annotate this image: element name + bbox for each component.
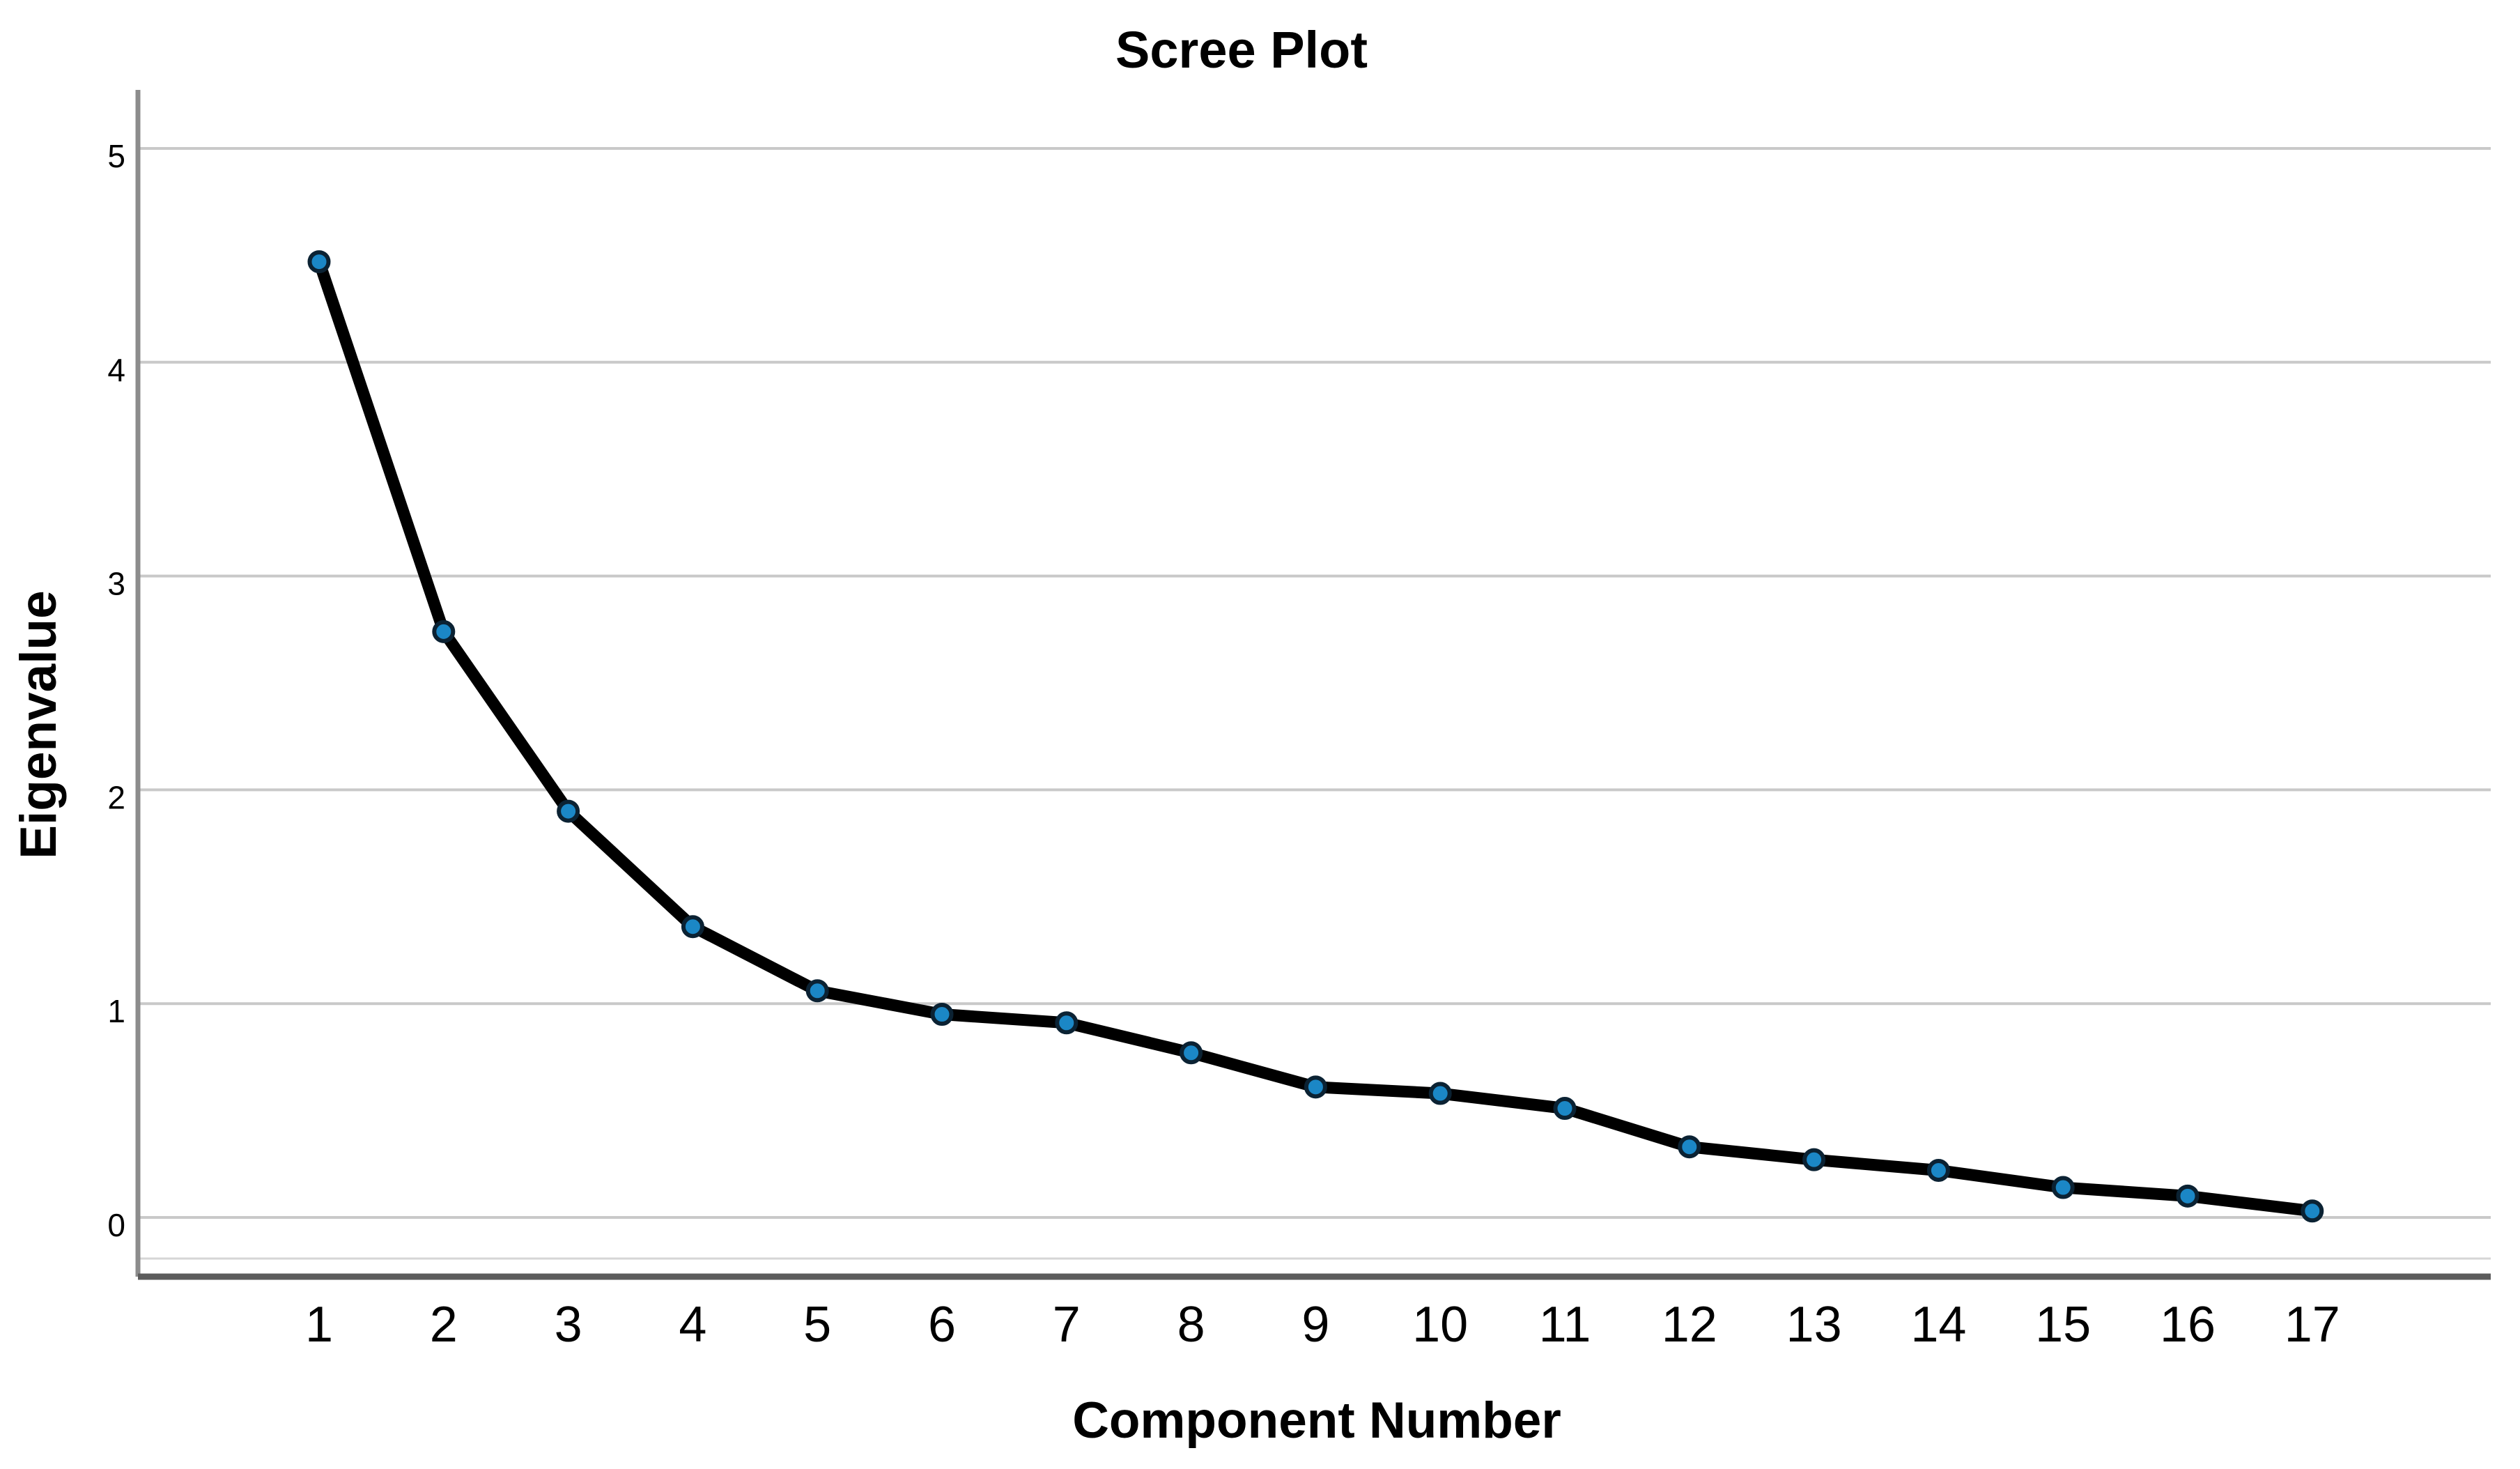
x-tick-label-13: 13 <box>1786 1297 1842 1353</box>
x-tick-label-1: 1 <box>305 1297 333 1353</box>
y-tick-label-1: 1 <box>107 993 125 1029</box>
data-point-1 <box>307 250 331 274</box>
x-axis-title: Component Number <box>1072 1392 1561 1449</box>
x-tick-labels: 1 2 3 4 5 6 7 8 9 10 11 12 13 14 15 16 17 <box>305 1297 2340 1353</box>
data-point-15 <box>2051 1176 2075 1199</box>
x-tick-label-12: 12 <box>1662 1297 1717 1353</box>
data-point-11 <box>1553 1097 1577 1121</box>
data-point-9 <box>1304 1075 1327 1099</box>
x-tick-label-10: 10 <box>1412 1297 1468 1353</box>
data-point-14 <box>1926 1159 1950 1183</box>
series-markers <box>307 250 2324 1223</box>
x-tick-label-14: 14 <box>1910 1297 1966 1353</box>
data-point-5 <box>805 979 829 1003</box>
eigenvalue-line <box>313 259 2313 1217</box>
x-tick-label-6: 6 <box>928 1297 956 1353</box>
data-point-2 <box>432 620 456 643</box>
data-point-3 <box>557 799 580 823</box>
series-line <box>313 259 2313 1217</box>
y-axis-title: Eigenvalue <box>10 590 67 859</box>
x-tick-label-11: 11 <box>1539 1297 1591 1353</box>
data-point-12 <box>1678 1135 1701 1159</box>
y-tick-label-5: 5 <box>107 138 125 174</box>
x-tick-label-7: 7 <box>1053 1297 1081 1353</box>
y-tick-label-3: 3 <box>107 566 125 602</box>
x-tick-label-17: 17 <box>2285 1297 2340 1353</box>
x-tick-label-16: 16 <box>2160 1297 2216 1353</box>
data-point-13 <box>1802 1148 1826 1171</box>
axes <box>135 90 2491 1280</box>
x-tick-label-9: 9 <box>1301 1297 1329 1353</box>
x-tick-label-2: 2 <box>430 1297 458 1353</box>
x-tick-label-3: 3 <box>555 1297 582 1353</box>
data-point-7 <box>1055 1011 1079 1035</box>
chart-title: Scree Plot <box>1115 21 1368 79</box>
x-tick-label-8: 8 <box>1177 1297 1205 1353</box>
data-point-4 <box>681 915 704 939</box>
data-point-8 <box>1180 1041 1203 1065</box>
y-tick-label-0: 0 <box>107 1207 125 1243</box>
data-point-16 <box>2176 1184 2200 1208</box>
y-tick-labels: 0 1 2 3 4 5 <box>107 138 125 1243</box>
y-tick-label-4: 4 <box>107 352 125 388</box>
x-tick-label-5: 5 <box>803 1297 831 1353</box>
data-point-10 <box>1428 1082 1452 1105</box>
y-tick-label-2: 2 <box>107 779 125 815</box>
gridlines <box>138 147 2491 1260</box>
x-tick-label-4: 4 <box>679 1297 706 1353</box>
data-point-17 <box>2301 1199 2324 1223</box>
x-tick-label-15: 15 <box>2035 1297 2091 1353</box>
data-point-6 <box>930 1003 954 1026</box>
